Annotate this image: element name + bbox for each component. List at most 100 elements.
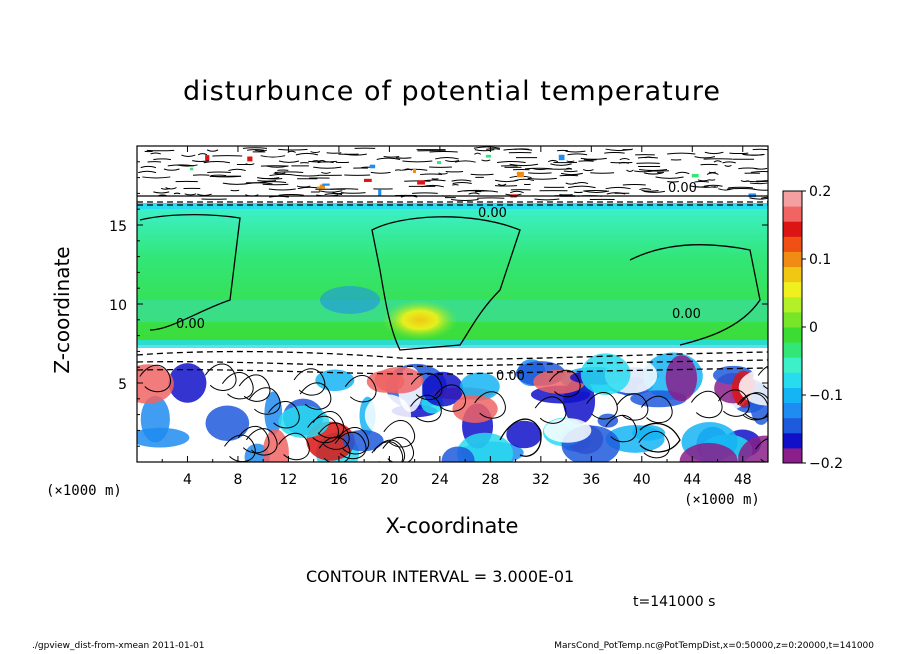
noise-stroke — [473, 146, 501, 149]
noise-stroke — [704, 151, 724, 155]
noise-stroke — [565, 182, 577, 185]
noise-stroke — [749, 182, 768, 185]
noise-stroke — [165, 187, 177, 190]
turbulence-contour — [640, 395, 673, 424]
noise-accent — [378, 189, 382, 196]
noise-stroke — [510, 190, 524, 194]
noise-stroke — [604, 151, 625, 154]
noise-stroke — [532, 167, 549, 171]
x-tick-label: 48 — [734, 472, 752, 488]
turbulence-contour — [371, 441, 404, 462]
noise-stroke — [563, 170, 578, 173]
colorbar-segment — [783, 251, 802, 268]
noise-stroke — [760, 196, 768, 199]
noise-accent — [319, 184, 326, 189]
turbulence-contour — [755, 438, 768, 462]
noise-stroke — [634, 170, 655, 173]
noise-accent — [558, 154, 565, 161]
turbulence-contour — [237, 425, 270, 454]
contour-line — [139, 214, 241, 331]
noise-stroke — [181, 154, 196, 158]
noise-stroke — [497, 183, 507, 186]
colorbar-segment — [783, 311, 802, 328]
turbulence-contour — [221, 371, 254, 400]
colorbar-tick-label: 0.2 — [809, 184, 831, 200]
turbulence-contour — [638, 430, 671, 459]
turbulence-blob — [543, 418, 592, 443]
colorbar-segment — [783, 191, 802, 207]
contour-label: 0.00 — [668, 181, 697, 196]
noise-stroke — [726, 188, 756, 190]
turbulence-blob — [262, 429, 289, 462]
turbulence-blob — [580, 353, 631, 395]
turbulence-contour — [434, 384, 467, 412]
colorbar-segment — [783, 357, 802, 373]
noise-stroke — [753, 188, 768, 191]
noise-stroke — [295, 152, 319, 156]
noise-stroke — [420, 173, 443, 176]
turbulence-contour — [382, 436, 415, 462]
x-tick-label: 32 — [532, 472, 550, 488]
noise-stroke — [565, 150, 586, 153]
x-unit-label-right: (×1000 m) — [684, 492, 760, 508]
noise-stroke — [254, 149, 268, 152]
noise-accent — [364, 178, 372, 182]
noise-stroke — [694, 156, 716, 159]
noise-stroke — [509, 163, 539, 167]
noise-stroke — [321, 171, 331, 174]
noise-stroke — [575, 181, 589, 185]
noise-stroke — [403, 168, 413, 171]
contour-line — [499, 418, 542, 457]
noise-stroke — [163, 168, 180, 171]
noise-stroke — [724, 164, 732, 167]
noise-stroke — [568, 185, 596, 189]
noise-stroke — [750, 170, 768, 173]
contour-label: 0.00 — [478, 206, 507, 221]
noise-stroke — [287, 150, 296, 153]
colorbar-segment — [783, 281, 802, 298]
noise-stroke — [728, 186, 753, 189]
noise-stroke — [278, 194, 304, 196]
noise-stroke — [153, 191, 170, 194]
turbulence-contour — [224, 434, 256, 462]
x-tick-label: 20 — [380, 472, 398, 488]
turbulence-contour — [139, 364, 172, 393]
colorbar-segment — [783, 266, 802, 283]
noise-stroke — [697, 179, 710, 182]
contour-label: 0.00 — [176, 317, 205, 332]
noise-accent — [485, 154, 492, 158]
colorbar-segment — [783, 221, 802, 237]
noise-stroke — [713, 160, 722, 163]
turbulence-contour — [337, 427, 370, 455]
heatmap-field — [137, 146, 768, 462]
contour-line — [137, 367, 768, 375]
noise-stroke — [583, 190, 610, 193]
contour-line — [137, 350, 768, 360]
noise-stroke — [260, 155, 286, 158]
colorbar-tick-label: 0 — [809, 320, 818, 336]
turbulence-blob — [168, 363, 207, 403]
x-tick-label: 40 — [633, 472, 651, 488]
noise-stroke — [566, 160, 575, 163]
turbulence-contour — [410, 394, 442, 423]
turbulence-blob — [452, 394, 498, 423]
chart-title: disturbunce of potential temperature — [183, 76, 721, 107]
noise-stroke — [421, 184, 444, 188]
noise-stroke — [474, 149, 495, 152]
turbulence-contour — [739, 392, 768, 420]
noise-stroke — [318, 190, 343, 193]
colorbar-tick-label: −0.1 — [809, 388, 843, 404]
noise-stroke — [247, 149, 265, 151]
noise-stroke — [452, 182, 472, 184]
noise-stroke — [313, 166, 342, 169]
noise-accent — [516, 171, 524, 178]
noise-stroke — [268, 188, 296, 191]
noise-stroke — [197, 153, 208, 156]
colorbar-segment — [783, 402, 802, 419]
x-tick-label: 8 — [233, 472, 242, 488]
noise-stroke — [655, 176, 684, 179]
turbulence-contour — [318, 436, 351, 462]
y-axis-label: Z-coordinate — [50, 246, 74, 374]
noise-stroke — [703, 184, 723, 187]
